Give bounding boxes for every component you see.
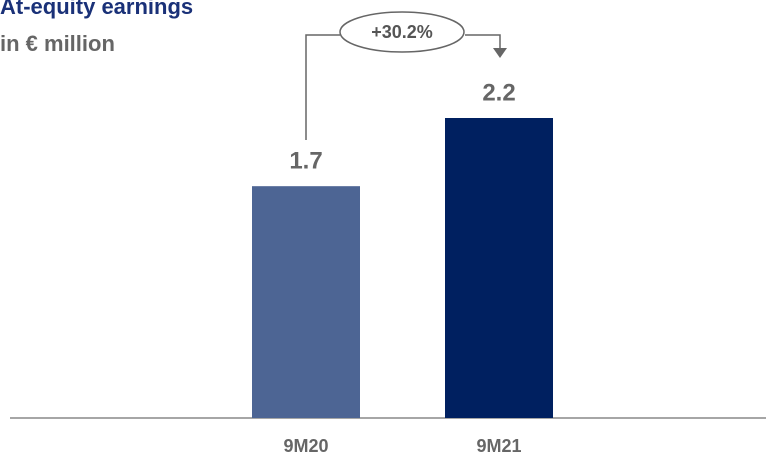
connector [305, 34, 340, 140]
data-label: 2.2 [482, 79, 515, 106]
x-tick-label: 9M20 [283, 436, 328, 456]
annotation: +30.2% [371, 22, 433, 42]
x-tick-label: 9M21 [476, 436, 521, 456]
annotation-bubble [339, 11, 465, 53]
data-label: 1.7 [289, 148, 322, 175]
connector [465, 34, 501, 50]
chart-subtitle: in € million [0, 31, 115, 56]
arrow-head [493, 48, 507, 58]
bar [445, 118, 553, 418]
bar [252, 186, 360, 418]
chart-title: At-equity earnings [0, 0, 193, 19]
